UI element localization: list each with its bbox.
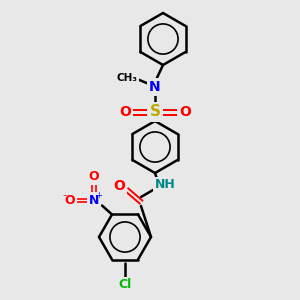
Text: O: O — [119, 105, 131, 119]
Text: O: O — [89, 170, 99, 183]
Text: CH₃: CH₃ — [116, 73, 137, 83]
Text: N: N — [89, 194, 99, 207]
Text: O: O — [65, 194, 75, 207]
Text: N: N — [149, 80, 161, 94]
Text: +: + — [96, 191, 102, 200]
Text: NH: NH — [154, 178, 176, 191]
Text: O: O — [179, 105, 191, 119]
Text: -: - — [62, 190, 66, 200]
Text: S: S — [149, 104, 161, 119]
Text: Cl: Cl — [118, 278, 132, 292]
Text: O: O — [113, 179, 125, 193]
